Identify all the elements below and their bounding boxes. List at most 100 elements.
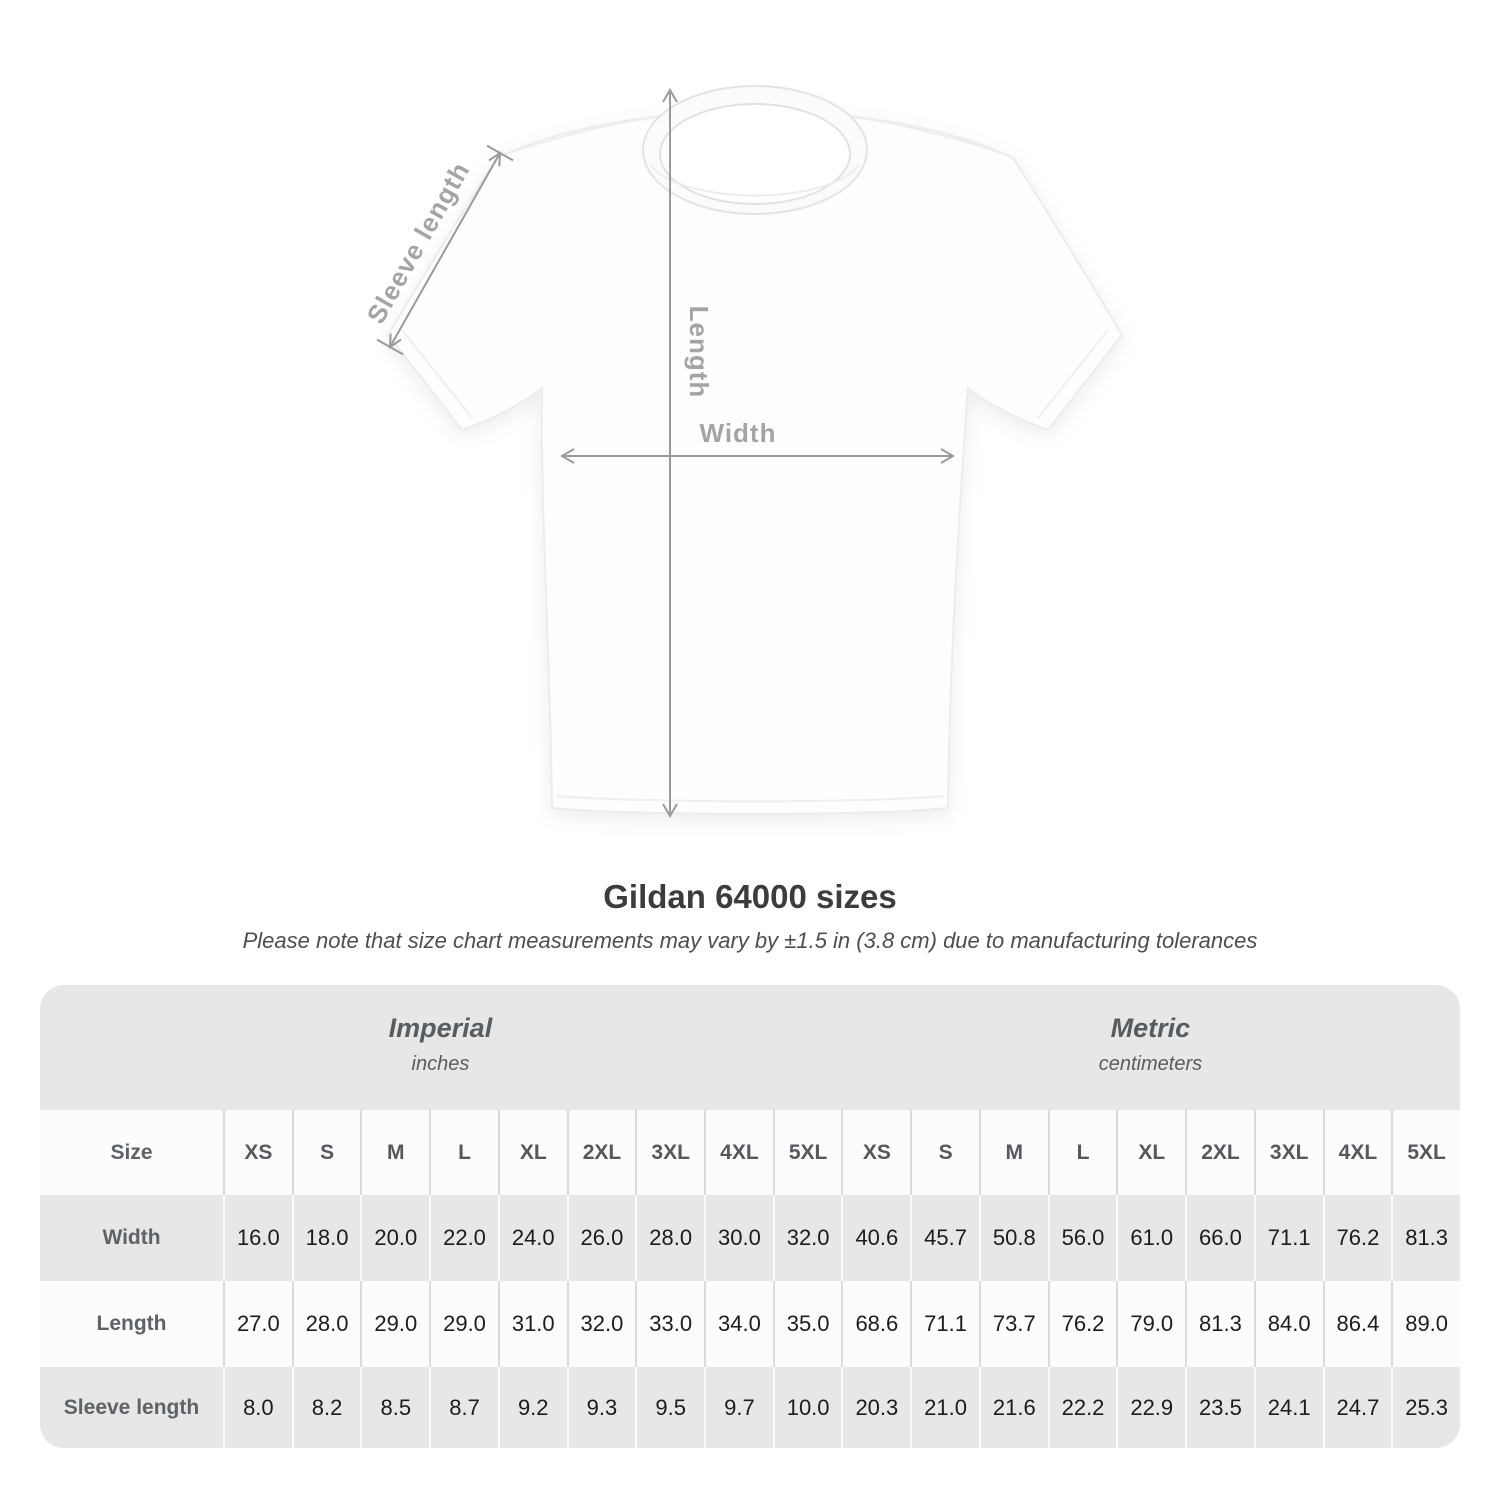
length-metric-value: 81.3 [1185, 1281, 1254, 1367]
table-row-sleeve-length: Sleeve length 8.0 8.2 8.5 8.7 9.2 9.3 9.5 9.7 10.… [40, 1367, 1460, 1448]
tshirt-body [386, 108, 1124, 815]
length-imperial-value: 34.0 [704, 1281, 773, 1367]
size-column-header: L [1047, 1110, 1117, 1195]
row-label: Sleeve length [63, 1395, 200, 1419]
width-imperial-value: 28.0 [635, 1195, 704, 1281]
width-imperial-value: 26.0 [566, 1195, 636, 1281]
length-metric-value: 84.0 [1253, 1281, 1323, 1367]
tshirt-collar [642, 85, 868, 215]
width-imperial-value: 32.0 [772, 1195, 842, 1281]
width-metric-value: 56.0 [1047, 1195, 1117, 1281]
sleeve-length-metric-value: 24.1 [1253, 1367, 1323, 1448]
width-metric-value: 81.3 [1391, 1195, 1460, 1281]
width-metric-value: 61.0 [1116, 1195, 1185, 1281]
length-imperial-value: 33.0 [635, 1281, 704, 1367]
length-metric-value: 68.6 [841, 1281, 910, 1367]
length-imperial-value: 27.0 [223, 1281, 292, 1367]
size-column-header: XL [497, 1110, 567, 1195]
metric-section-header: Metric centimeters [841, 985, 1460, 1110]
tshirt-illustration: Length Width Sleeve length [361, 85, 1124, 818]
sleeve-length-imperial-value: 10.0 [772, 1367, 842, 1448]
sleeve-length-imperial-value: 8.7 [429, 1367, 498, 1448]
sleeve-length-imperial-value: 9.7 [704, 1367, 773, 1448]
sleeve-length-imperial-value: 9.2 [497, 1367, 567, 1448]
sleeve-length-imperial-value: 8.0 [223, 1367, 292, 1448]
length-metric-value: 89.0 [1391, 1281, 1460, 1367]
length-metric-value: 71.1 [910, 1281, 979, 1367]
size-column-header: 5XL [1391, 1110, 1460, 1195]
size-column-header: 4XL [1322, 1110, 1392, 1195]
sleeve-length-metric-value: 24.7 [1322, 1367, 1392, 1448]
sleeve-length-imperial-value: 9.5 [635, 1367, 704, 1448]
size-column-header: 2XL [1185, 1110, 1254, 1195]
width-imperial-value: 22.0 [429, 1195, 498, 1281]
sleeve-length-imperial-value: 8.5 [360, 1367, 429, 1448]
width-imperial-value: 24.0 [497, 1195, 567, 1281]
width-imperial-value: 20.0 [360, 1195, 429, 1281]
length-imperial-value: 31.0 [497, 1281, 567, 1367]
imperial-title: Imperial [388, 1013, 493, 1043]
size-header-row: Size XS S M L XL 2XL 3XL 4XL 5XL XS S M L XL 2XL 3XL 4XL 5… [40, 1110, 1460, 1195]
width-metric-value: 45.7 [910, 1195, 979, 1281]
sleeve-length-metric-value: 21.0 [910, 1367, 979, 1448]
sleeve-length-metric-value: 25.3 [1391, 1367, 1460, 1448]
size-column-header: S [291, 1110, 361, 1195]
length-metric-value: 73.7 [978, 1281, 1048, 1367]
width-imperial-value: 16.0 [223, 1195, 292, 1281]
sleeve-length-imperial-value: 9.3 [566, 1367, 636, 1448]
width-imperial-value: 18.0 [291, 1195, 361, 1281]
width-arrow [560, 448, 955, 464]
metric-unit: centimeters [1098, 1053, 1203, 1075]
row-label: Size [110, 1140, 153, 1164]
length-metric-value: 79.0 [1116, 1281, 1185, 1367]
length-imperial-value: 35.0 [772, 1281, 842, 1367]
length-imperial-value: 32.0 [566, 1281, 636, 1367]
size-column-header: M [360, 1110, 429, 1195]
size-column-header: S [910, 1110, 979, 1195]
sleeve-length-metric-value: 23.5 [1185, 1367, 1254, 1448]
imperial-section-header: Imperial inches [40, 985, 841, 1110]
size-column-header: L [429, 1110, 498, 1195]
size-column-header: 4XL [704, 1110, 773, 1195]
size-table-rows: Size XS S M L XL 2XL 3XL 4XL 5XL XS S M L XL 2XL 3XL 4XL 5… [40, 1110, 1460, 1448]
unit-section-headers: Imperial inches Metric centimeters [40, 985, 1460, 1110]
width-label: Width [700, 418, 777, 448]
size-column-header: 5XL [772, 1110, 842, 1195]
size-column-header: XL [1116, 1110, 1185, 1195]
sleeve-length-metric-value: 22.9 [1116, 1367, 1185, 1448]
length-imperial-value: 29.0 [360, 1281, 429, 1367]
page-title: Gildan 64000 sizes [603, 878, 897, 915]
row-label: Length [96, 1312, 167, 1335]
length-arrow [662, 88, 678, 818]
width-metric-value: 76.2 [1322, 1195, 1392, 1281]
size-column-header: M [978, 1110, 1048, 1195]
size-column-header: XS [223, 1110, 292, 1195]
size-column-header: XS [841, 1110, 910, 1195]
tolerance-note: Please note that size chart measurements… [242, 928, 1258, 953]
tshirt-diagram: Length Width Sleeve length [361, 85, 1124, 818]
length-label: Length [684, 306, 714, 399]
sleeve-length-metric-value: 22.2 [1047, 1367, 1117, 1448]
length-metric-value: 76.2 [1047, 1281, 1117, 1367]
width-metric-value: 71.1 [1253, 1195, 1323, 1281]
length-imperial-value: 28.0 [291, 1281, 361, 1367]
imperial-unit: inches [411, 1053, 470, 1075]
table-row-length: Length 27.0 28.0 29.0 29.0 31.0 32.0 33.0 34.0 35… [40, 1281, 1460, 1367]
metric-title: Metric [1110, 1013, 1191, 1043]
length-imperial-value: 29.0 [429, 1281, 498, 1367]
length-metric-value: 86.4 [1322, 1281, 1392, 1367]
width-metric-value: 66.0 [1185, 1195, 1254, 1281]
size-table: Imperial inches Metric centimeters Size X… [40, 985, 1460, 1448]
row-label: Width [102, 1226, 161, 1249]
size-column-header: 3XL [1253, 1110, 1323, 1195]
size-column-header: 3XL [635, 1110, 704, 1195]
size-column-header: 2XL [566, 1110, 636, 1195]
sleeve-length-metric-value: 21.6 [978, 1367, 1048, 1448]
sleeve-length-metric-value: 20.3 [841, 1367, 910, 1448]
sleeve-length-arrow [376, 144, 514, 356]
width-imperial-value: 30.0 [704, 1195, 773, 1281]
width-metric-value: 40.6 [841, 1195, 910, 1281]
width-metric-value: 50.8 [978, 1195, 1048, 1281]
sleeve-length-imperial-value: 8.2 [291, 1367, 361, 1448]
